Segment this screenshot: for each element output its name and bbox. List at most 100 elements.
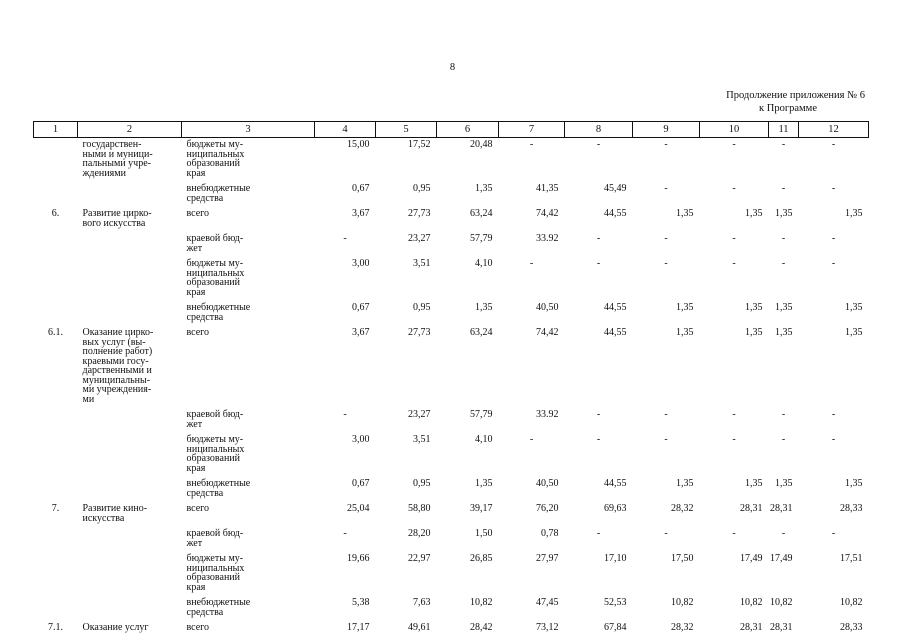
value-cell: 10,82 bbox=[470, 597, 493, 608]
table-row: краевой бюд-жет - 28,20 1,50 0,78 - - - - - bbox=[34, 527, 869, 549]
column-header: 11 bbox=[768, 121, 799, 138]
value-cell: 0,95 bbox=[413, 183, 431, 194]
value-cell: 1,35 bbox=[475, 478, 493, 489]
value-cell: 3,51 bbox=[413, 434, 431, 445]
funding-source-cell: внебюджетные средства bbox=[186, 478, 251, 499]
table-row: бюджеты му-ниципальных образований края 3,0… bbox=[34, 257, 869, 298]
appendix-caption: Продолжение приложения № 6 bbox=[726, 90, 865, 101]
row-number-cell bbox=[34, 433, 78, 473]
table-body: государствен-ными и муници-пальными учре… bbox=[34, 138, 869, 637]
column-header: 12 bbox=[798, 121, 869, 138]
funding-source-cell: бюджеты му-ниципальных образований края bbox=[186, 139, 245, 179]
value-cell: 17,52 bbox=[408, 139, 431, 150]
appendix-caption-program: к Программе bbox=[759, 103, 817, 114]
table-row: 6.1. Оказание цирко-вых услуг (вы-полнени… bbox=[34, 326, 869, 405]
value-cell: 28,32 bbox=[671, 622, 694, 633]
value-cell: - bbox=[664, 139, 668, 150]
value-cell: 17,49 bbox=[770, 553, 793, 564]
value-cell: - bbox=[529, 434, 534, 445]
column-header: 5 bbox=[375, 121, 437, 138]
value-cell: 45,49 bbox=[604, 183, 627, 194]
activity-name-cell: Оказание услуг bbox=[82, 622, 149, 633]
value-cell: 1,35 bbox=[745, 302, 763, 313]
value-cell: 22,97 bbox=[408, 553, 431, 564]
funding-source-cell: всего bbox=[186, 622, 210, 633]
value-cell: - bbox=[732, 233, 736, 244]
value-cell: 10,82 bbox=[740, 597, 763, 608]
column-header: 1 bbox=[33, 121, 78, 138]
table-row: бюджеты му-ниципальных образований края 3,0… bbox=[34, 433, 869, 474]
funding-source-cell: краевой бюд-жет bbox=[186, 528, 244, 549]
funding-source-cell: краевой бюд-жет bbox=[186, 409, 244, 430]
table-row: внебюджетные средства 5,38 7,63 10,82 47,45 52… bbox=[34, 596, 869, 618]
value-cell: - bbox=[781, 434, 786, 445]
activity-name-cell bbox=[78, 433, 182, 473]
value-cell: 3,67 bbox=[352, 208, 370, 219]
row-number-cell: 7. bbox=[51, 503, 60, 514]
table-row: внебюджетные средства 0,67 0,95 1,35 41,35 45,… bbox=[34, 182, 869, 204]
value-cell: 0,95 bbox=[413, 302, 431, 313]
value-cell: 1,35 bbox=[745, 327, 763, 338]
row-number-cell bbox=[34, 301, 78, 322]
value-cell: 4,10 bbox=[475, 258, 493, 269]
row-number-cell: 6.1. bbox=[48, 327, 63, 338]
value-cell: - bbox=[831, 258, 836, 269]
value-cell: 1,35 bbox=[676, 327, 694, 338]
value-cell: - bbox=[664, 434, 668, 445]
value-cell: 3,67 bbox=[352, 327, 370, 338]
value-cell: 74,42 bbox=[536, 327, 559, 338]
value-cell: 73,12 bbox=[536, 622, 559, 633]
activity-name-cell bbox=[78, 552, 182, 592]
value-cell: 33.92 bbox=[536, 409, 559, 420]
activity-name-cell bbox=[78, 257, 182, 297]
value-cell: 17,17 bbox=[347, 622, 370, 633]
value-cell: 3,00 bbox=[352, 258, 370, 269]
row-number-cell bbox=[34, 552, 78, 592]
row-number-cell bbox=[34, 527, 78, 548]
value-cell: 28,42 bbox=[470, 622, 493, 633]
value-cell: 17,49 bbox=[740, 553, 763, 564]
value-cell: - bbox=[596, 258, 601, 269]
value-cell: 1,35 bbox=[745, 208, 763, 219]
value-cell: - bbox=[664, 183, 668, 194]
table-row: 7. Развитие кино-искусства всего 25,04 58,80… bbox=[34, 502, 869, 524]
value-cell: - bbox=[781, 528, 786, 539]
value-cell: 57,79 bbox=[470, 409, 493, 420]
value-cell: 67,84 bbox=[604, 622, 627, 633]
value-cell: 19,66 bbox=[347, 553, 370, 564]
row-number-cell bbox=[34, 596, 78, 617]
value-cell: 1,35 bbox=[845, 327, 863, 338]
activity-name-cell bbox=[78, 232, 182, 253]
value-cell: 49,61 bbox=[408, 622, 431, 633]
value-cell: 3,51 bbox=[413, 258, 431, 269]
value-cell: 1,35 bbox=[676, 478, 694, 489]
value-cell: - bbox=[343, 409, 347, 420]
value-cell: 0,95 bbox=[413, 478, 431, 489]
funding-source-cell: внебюджетные средства bbox=[186, 597, 251, 618]
value-cell: 0,67 bbox=[352, 302, 370, 313]
value-cell: 40,50 bbox=[536, 478, 559, 489]
value-cell: 5,38 bbox=[352, 597, 370, 608]
column-header: 2 bbox=[77, 121, 182, 138]
value-cell: - bbox=[732, 258, 736, 269]
row-spacer bbox=[34, 633, 869, 637]
value-cell: - bbox=[664, 528, 668, 539]
value-cell: - bbox=[781, 258, 786, 269]
table-row: внебюджетные средства 0,67 0,95 1,35 40,50 44,… bbox=[34, 477, 869, 499]
value-cell: 15,00 bbox=[347, 139, 370, 150]
activity-name-cell bbox=[78, 408, 182, 429]
value-cell: - bbox=[343, 528, 347, 539]
table-row: государствен-ными и муници-пальными учре… bbox=[34, 138, 869, 179]
value-cell: 28,20 bbox=[408, 528, 431, 539]
value-cell: 47,45 bbox=[536, 597, 559, 608]
value-cell: 3,00 bbox=[352, 434, 370, 445]
funding-source-cell: всего bbox=[186, 208, 210, 219]
value-cell: 28,31 bbox=[740, 503, 763, 514]
value-cell: - bbox=[596, 409, 601, 420]
value-cell: 23,27 bbox=[408, 233, 431, 244]
value-cell: - bbox=[831, 409, 836, 420]
value-cell: 1,35 bbox=[676, 302, 694, 313]
value-cell: 1,35 bbox=[845, 478, 863, 489]
value-cell: - bbox=[596, 233, 601, 244]
row-number-cell: 7.1. bbox=[48, 622, 63, 633]
